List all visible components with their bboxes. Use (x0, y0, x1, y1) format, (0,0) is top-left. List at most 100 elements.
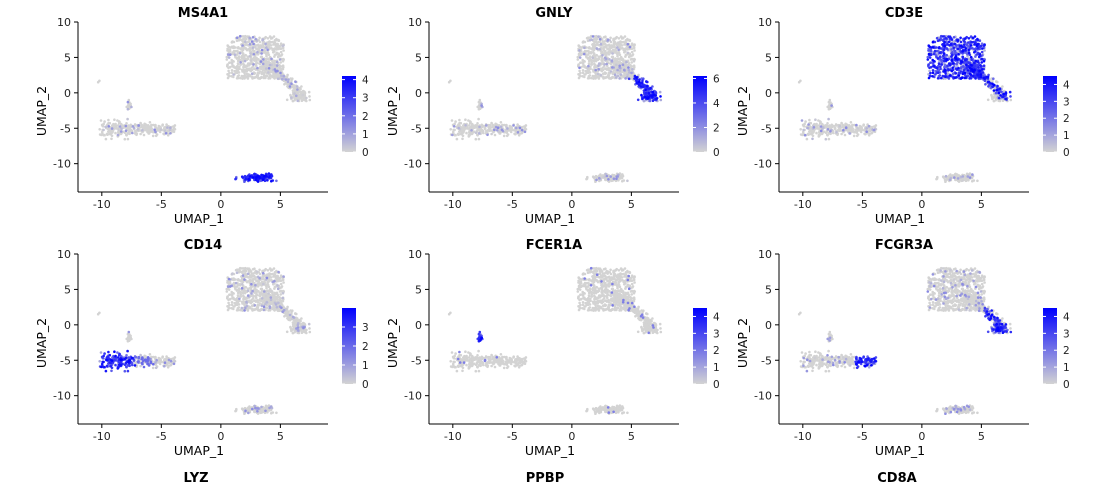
x-tick-label: 5 (628, 198, 635, 211)
cell-point (241, 70, 244, 73)
cell-point (595, 178, 598, 182)
cell-point (295, 96, 298, 100)
cell-point (260, 72, 264, 76)
cell-point (991, 97, 994, 101)
cell-point (260, 75, 263, 79)
cell-point (245, 48, 249, 52)
cell-point (935, 46, 938, 49)
cell-point (603, 56, 607, 60)
cell-point (808, 118, 811, 122)
cell-point (629, 64, 632, 67)
y-tick-label: 5 (765, 51, 772, 64)
cell-point (247, 67, 251, 70)
cell-point (830, 104, 833, 107)
cell-point (626, 51, 630, 55)
cell-point (614, 76, 618, 79)
cell-point (469, 120, 472, 124)
cell-point (976, 179, 979, 183)
cell-point (828, 107, 831, 110)
cell-point (986, 98, 990, 102)
cell-point (929, 71, 932, 75)
cell-point (252, 63, 255, 66)
cell-point (618, 176, 622, 179)
cell-point (588, 51, 592, 55)
cell-point (254, 44, 258, 47)
cell-point (959, 67, 963, 70)
cell-point (980, 57, 984, 61)
cell-point (498, 130, 501, 134)
x-axis-label: UMAP_1 (875, 211, 925, 226)
cell-point (234, 55, 237, 59)
cell-point (632, 64, 636, 68)
cell-point (509, 125, 513, 129)
cell-point (279, 47, 283, 50)
cell-point (972, 179, 976, 182)
cell-point (301, 93, 305, 97)
cell-point (959, 70, 963, 73)
cell-point (927, 76, 931, 80)
cell-point (230, 69, 234, 72)
cell-point (633, 49, 636, 52)
cell-point (449, 128, 452, 131)
cell-point (275, 60, 279, 64)
cell-point (613, 45, 616, 49)
cell-point (496, 126, 500, 130)
cell-point (256, 303, 260, 307)
cell-point (1008, 90, 1012, 94)
cell-point (256, 69, 260, 72)
cell-point (811, 131, 815, 135)
cell-point (279, 50, 283, 54)
cell-point (248, 55, 252, 58)
cell-point (290, 82, 293, 86)
cell-point (580, 46, 583, 49)
cell-point (124, 129, 128, 132)
cell-point (638, 78, 641, 81)
y-axis-label: UMAP_2 (385, 86, 400, 136)
cell-point (851, 127, 855, 131)
cell-point (231, 45, 235, 49)
cell-point (305, 96, 308, 100)
cell-point (615, 51, 618, 55)
colorbar-tick-label: 0 (362, 147, 369, 159)
x-tick-label: 5 (277, 198, 284, 211)
cell-point (593, 37, 596, 41)
cell-point (228, 48, 232, 52)
cell-point (258, 50, 262, 53)
cell-point (936, 77, 940, 80)
cell-point (272, 51, 275, 54)
cell-point (158, 130, 162, 134)
cell-point (937, 46, 941, 50)
cell-point (947, 68, 950, 72)
cell-point (270, 57, 273, 61)
cell-point (464, 118, 467, 121)
cell-point (948, 64, 952, 67)
cell-point (942, 48, 945, 52)
x-tick-label: -10 (93, 198, 111, 211)
cell-point (464, 124, 467, 127)
cell-point (954, 72, 958, 75)
cell-point (835, 131, 838, 134)
cell-point (267, 57, 271, 61)
plot-title: CD14 (184, 238, 222, 253)
cell-point (994, 99, 997, 102)
cell-point (959, 40, 963, 44)
cell-point (277, 55, 280, 58)
cell-point (126, 137, 130, 141)
cell-point (615, 63, 618, 67)
cell-point (256, 53, 259, 56)
cell-point (827, 137, 831, 141)
cell-point (230, 75, 233, 78)
cell-point (587, 71, 590, 74)
cell-point (296, 99, 300, 103)
cell-point (1009, 98, 1013, 102)
y-tick-label: 10 (408, 16, 422, 29)
cell-point (276, 52, 279, 55)
cell-point (965, 43, 969, 47)
cell-point (971, 74, 975, 78)
cell-point (601, 72, 605, 75)
cell-point (605, 174, 609, 178)
cell-point (616, 46, 619, 49)
cell-point (987, 85, 990, 88)
cell-point (937, 62, 941, 66)
